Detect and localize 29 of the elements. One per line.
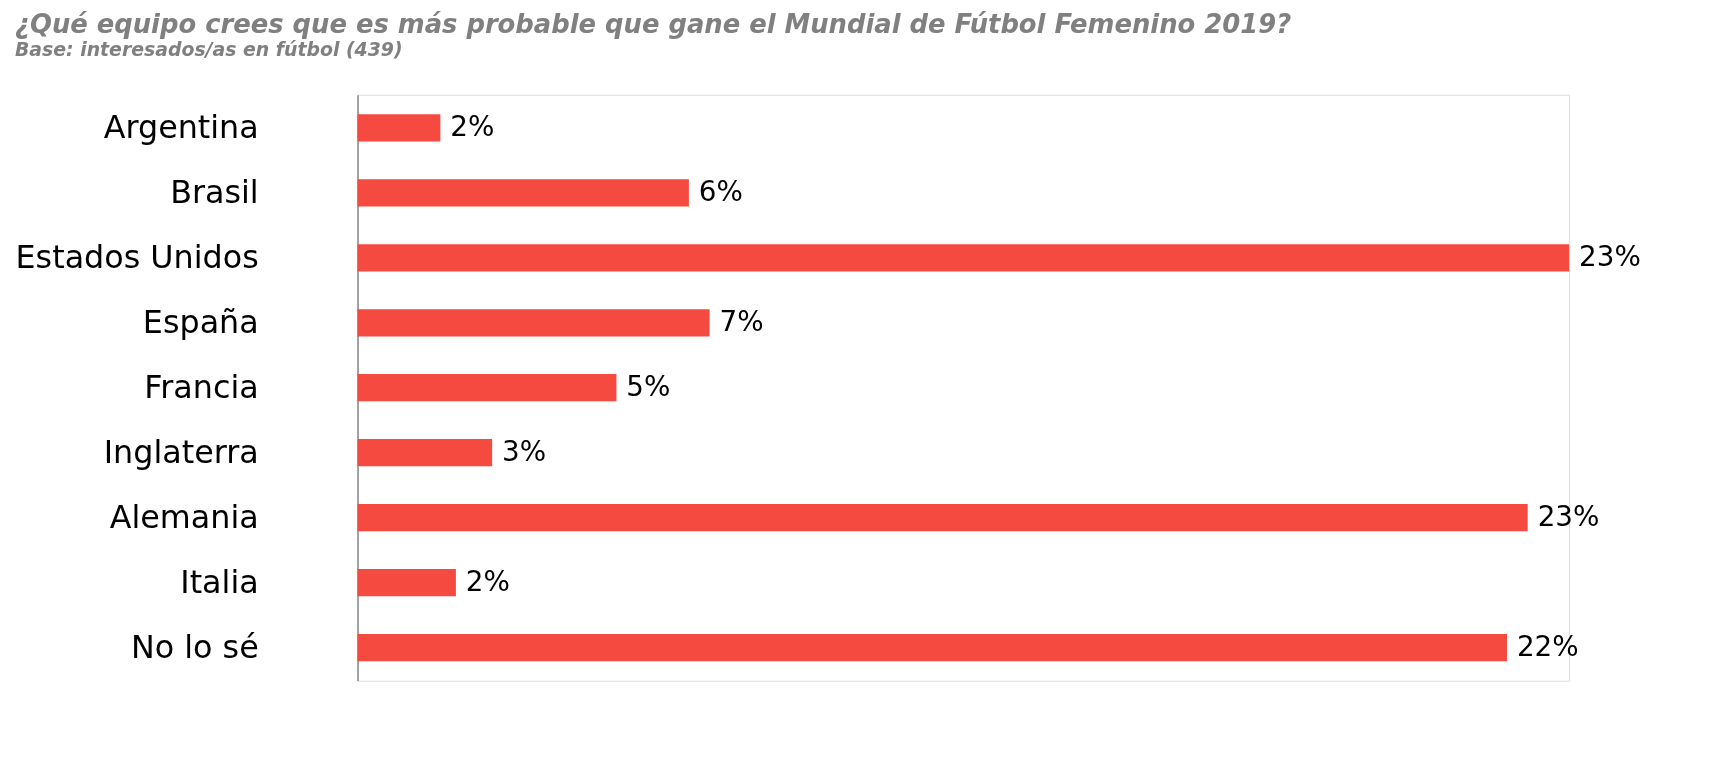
- data-label: 2%: [465, 564, 510, 598]
- bar: [357, 179, 689, 207]
- data-label: 23%: [1579, 239, 1641, 273]
- bar: [357, 374, 617, 402]
- bar: [357, 439, 493, 467]
- data-label: 5%: [626, 369, 671, 403]
- chart-subtitle: Base: interesados/as en fútbol (439): [14, 38, 403, 61]
- chart-title: ¿Qué equipo crees que es más probable que gane el Mundial de Fútbol Femenino 2019?: [14, 9, 1292, 40]
- bar: [357, 504, 1528, 532]
- y-tick-label: Brasil: [170, 173, 259, 210]
- data-label: 6%: [698, 174, 743, 208]
- y-tick-label: Francia: [144, 368, 259, 405]
- data-label: 7%: [719, 304, 764, 338]
- data-label: 22%: [1516, 629, 1579, 663]
- bar: [357, 114, 441, 142]
- y-tick-label: Estados Unidos: [15, 238, 259, 275]
- bar: [357, 309, 710, 337]
- y-tick-label: España: [142, 303, 259, 340]
- data-label: 23%: [1537, 499, 1600, 533]
- bar: [357, 568, 456, 597]
- y-tick-label: No lo sé: [130, 628, 259, 665]
- y-tick-label: Alemania: [109, 498, 259, 535]
- y-tick-label: Inglaterra: [103, 433, 259, 470]
- data-label: 3%: [502, 434, 547, 468]
- y-tick-label: Argentina: [103, 108, 259, 145]
- bar: [357, 244, 1570, 272]
- y-tick-label: Italia: [180, 563, 259, 600]
- bar: [357, 633, 1507, 662]
- data-label: 2%: [450, 109, 495, 143]
